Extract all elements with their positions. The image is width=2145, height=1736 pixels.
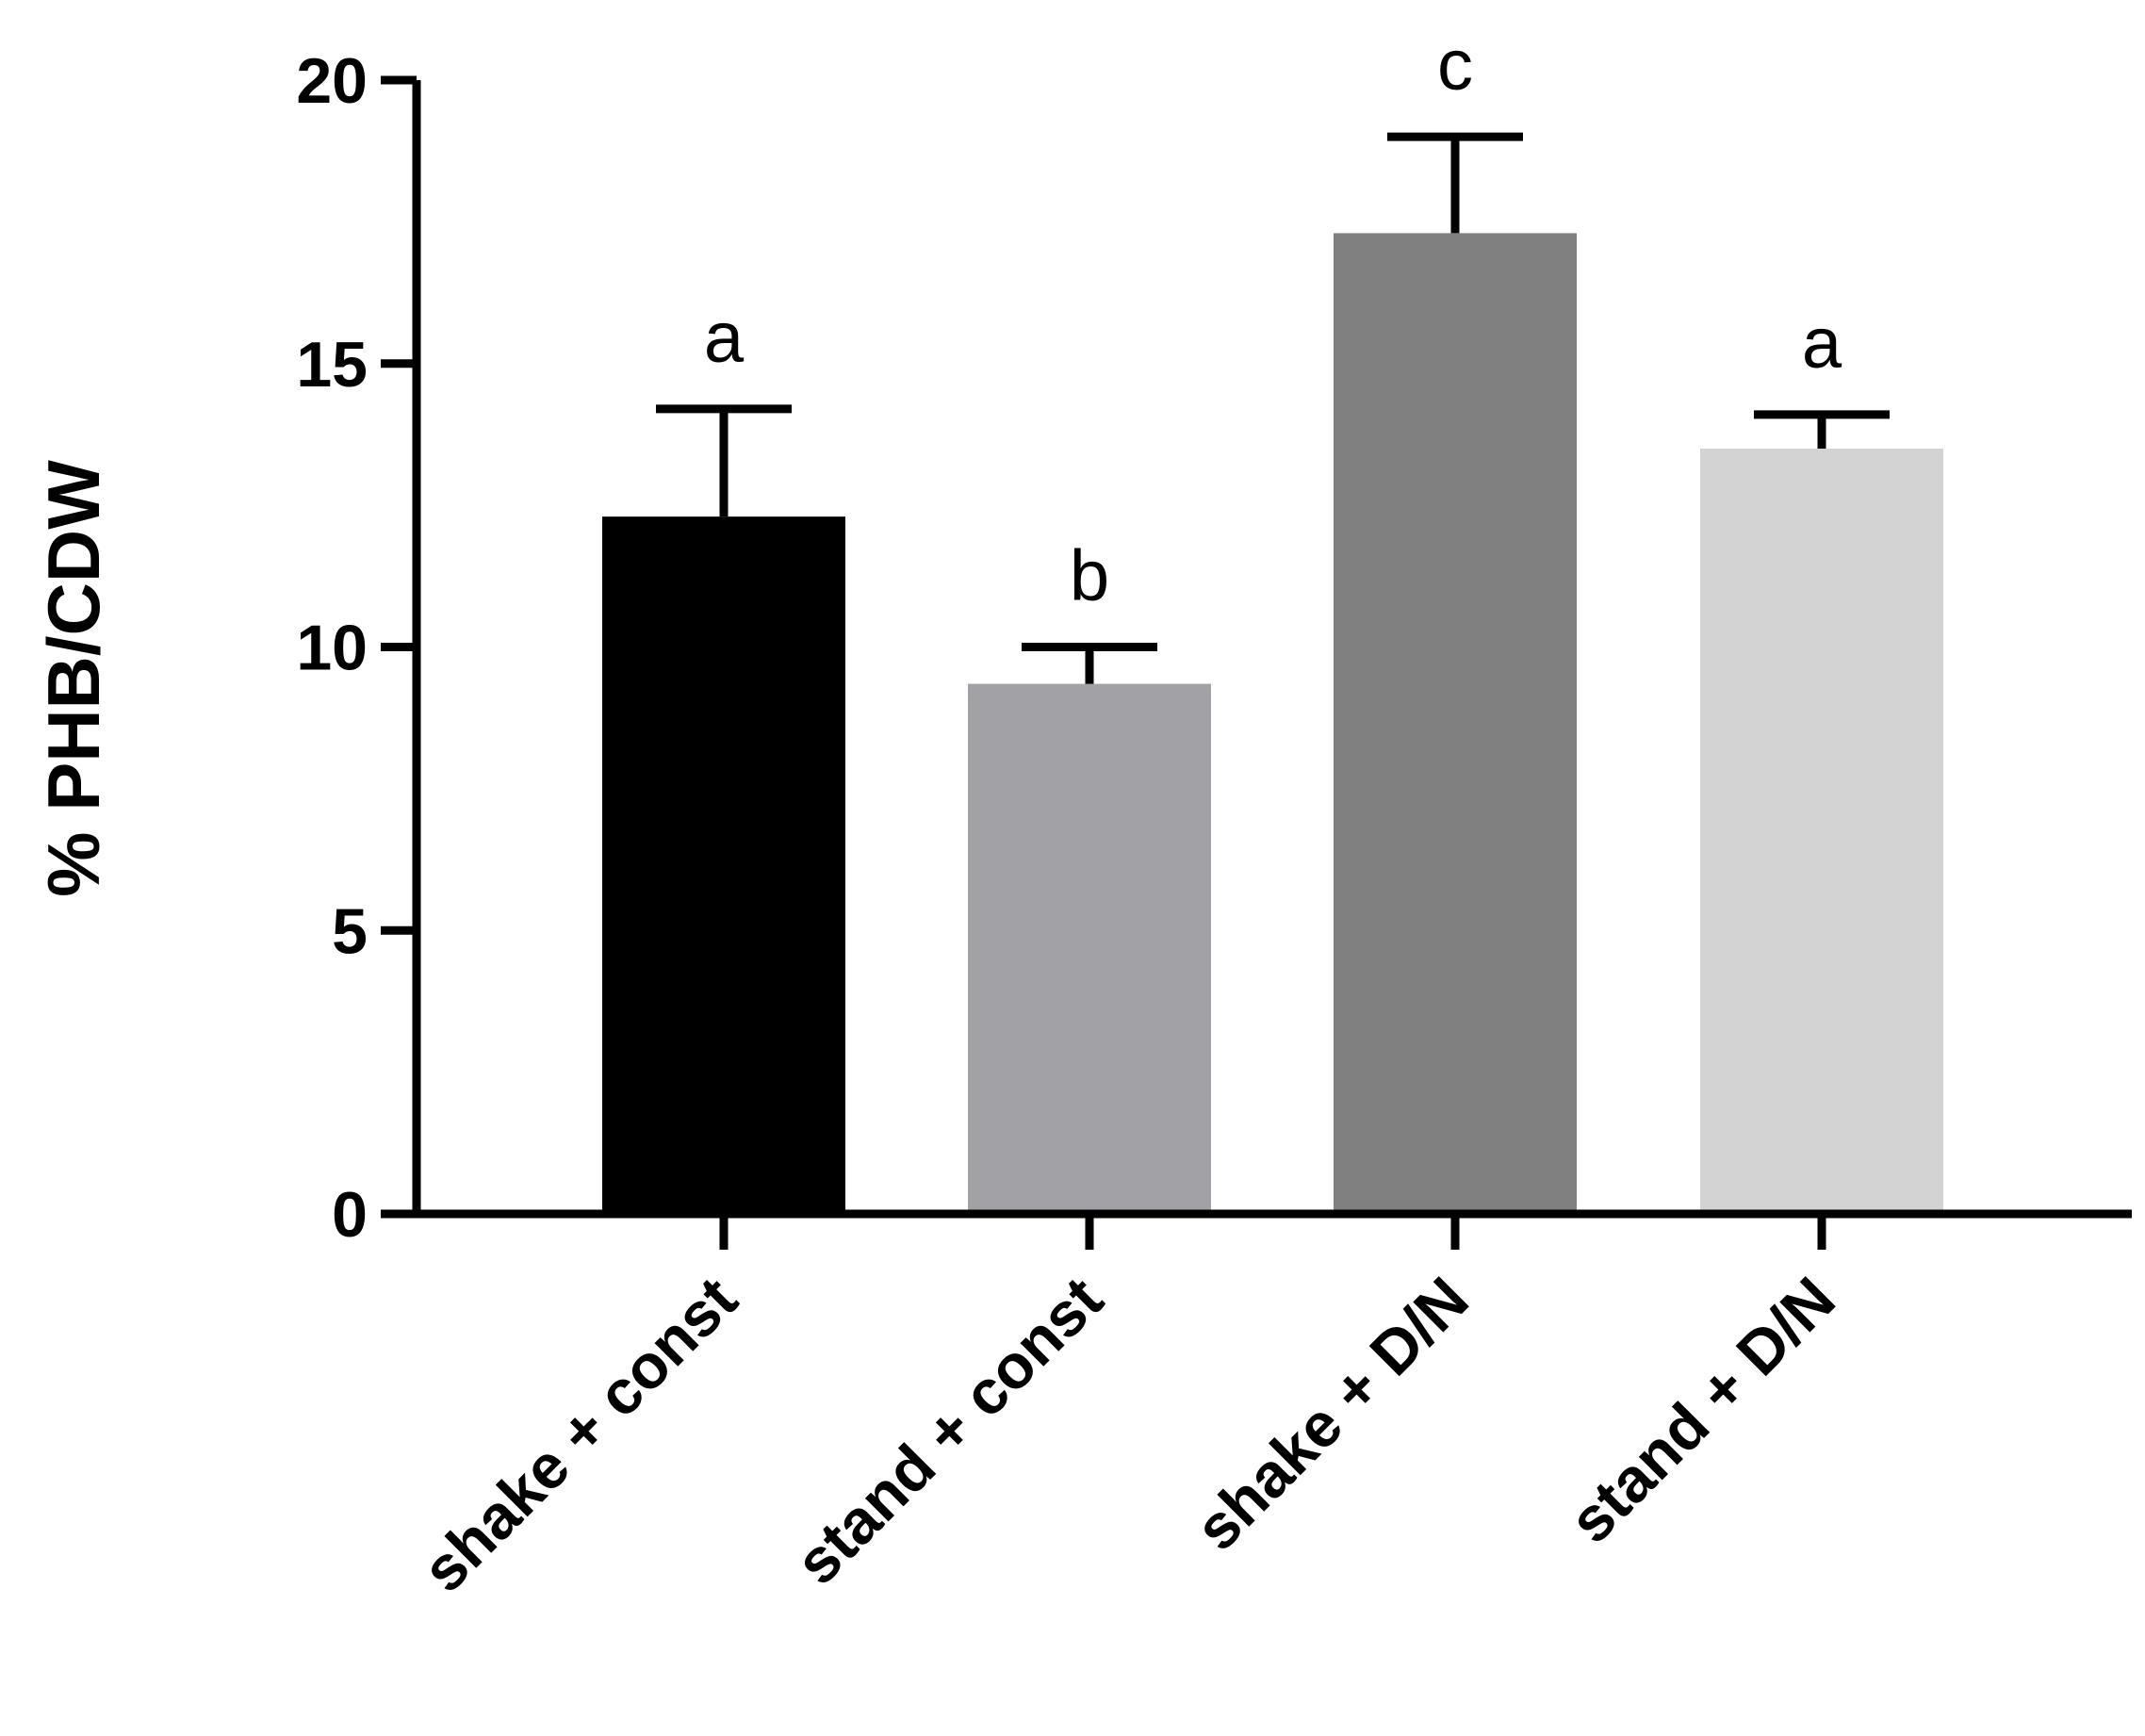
y-tick-label-20: 20 [296, 45, 368, 117]
y-tick-label-15: 15 [296, 329, 368, 401]
bar-2 [968, 683, 1211, 1214]
y-tick-label-0: 0 [332, 1179, 368, 1251]
bar-1 [602, 516, 845, 1214]
y-tick-label-10: 10 [296, 613, 368, 684]
x-tick-label-3: shake + D/N [1182, 1264, 1482, 1564]
bars-layer: a b c a [602, 25, 1943, 1215]
significance-label-3: c [1437, 25, 1473, 106]
bar-4 [1700, 448, 1943, 1215]
significance-label-4: a [1802, 303, 1842, 384]
significance-label-2: b [1070, 536, 1109, 616]
y-tick-label-5: 5 [332, 895, 368, 967]
y-axis-title: % PHB/CDW [32, 460, 115, 897]
significance-label-1: a [704, 298, 745, 378]
bar-3 [1334, 233, 1577, 1214]
x-tick-label-4: stand + D/N [1556, 1264, 1848, 1556]
x-tick-label-1: shake + const [409, 1264, 750, 1605]
x-tick-label-2: stand + const [781, 1264, 1115, 1597]
